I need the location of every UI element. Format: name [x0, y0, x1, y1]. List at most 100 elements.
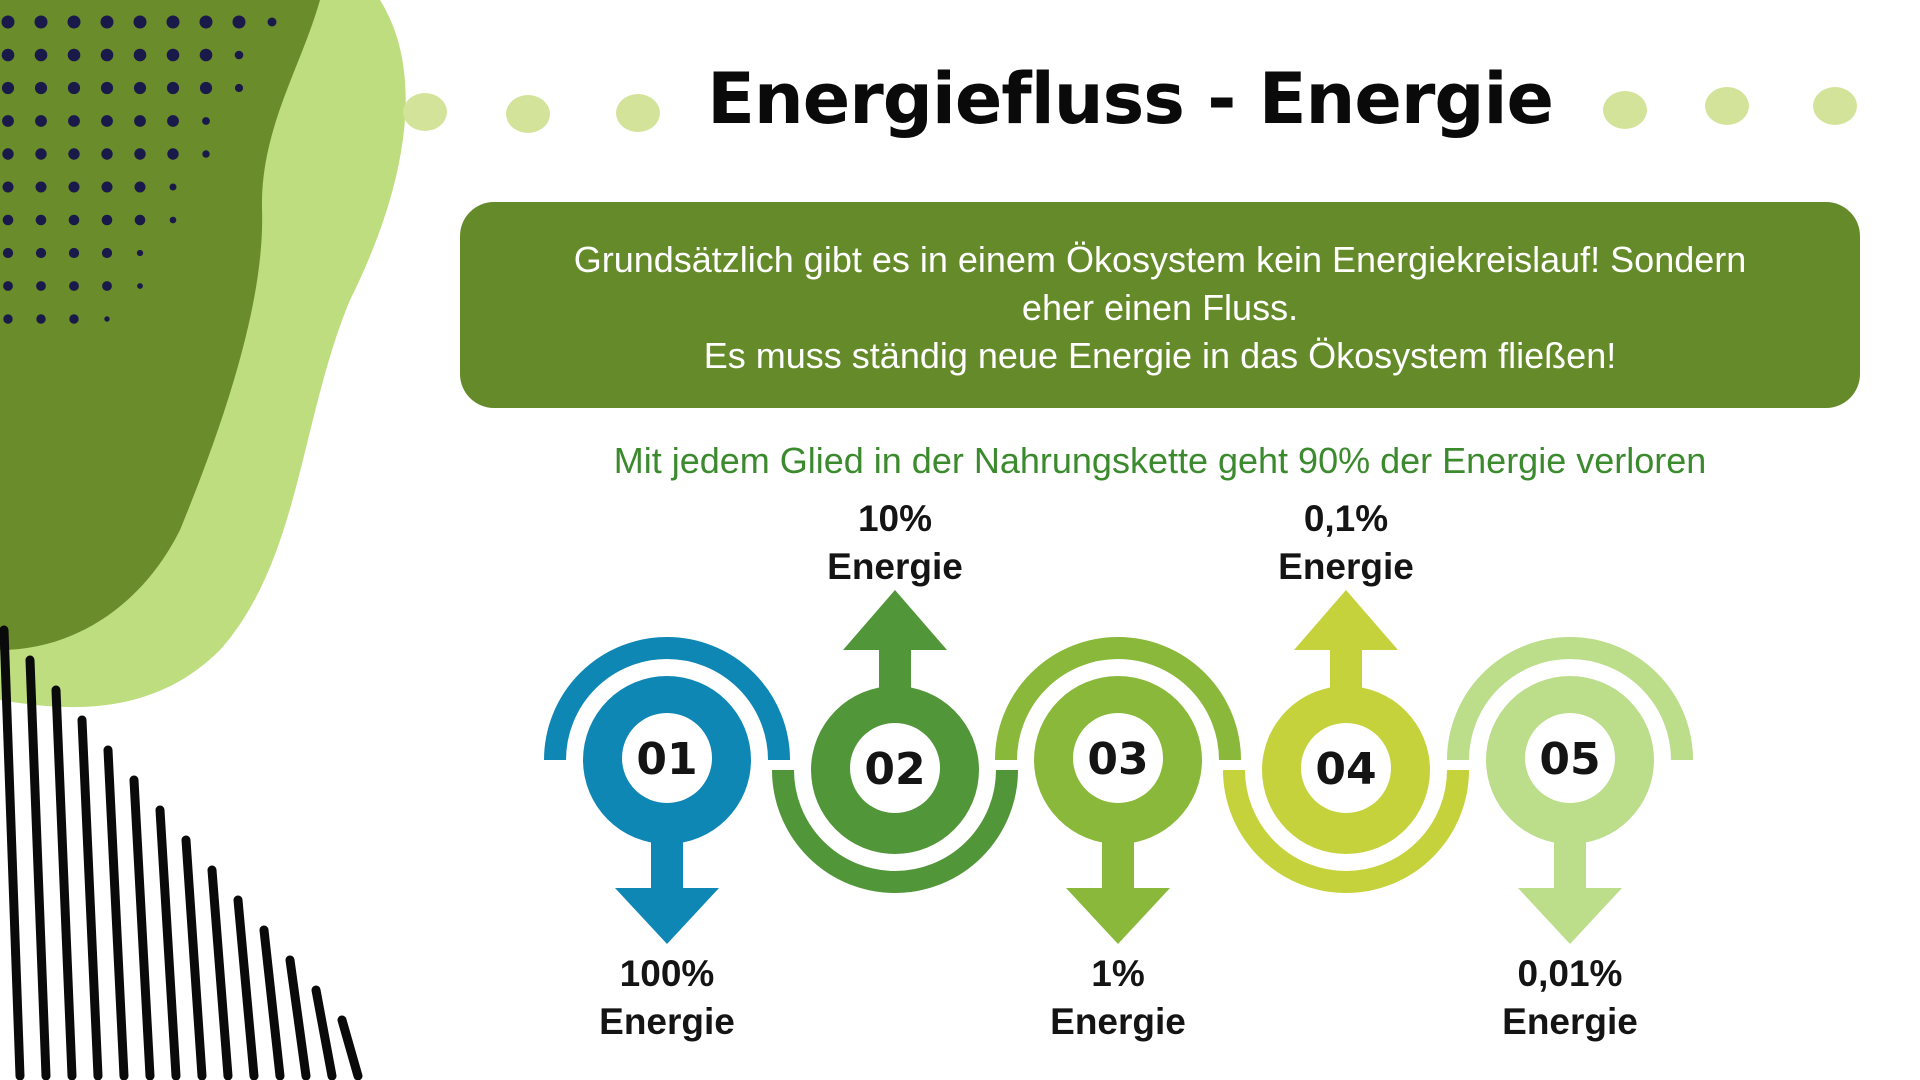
arrow-down-icon [615, 888, 719, 944]
title-dot [1603, 91, 1647, 129]
stripe [181, 835, 207, 1080]
energy-value: 0,01% [1517, 953, 1623, 994]
halftone-dot [68, 181, 80, 193]
diagonal-stripes [0, 625, 363, 1080]
info-box: Grundsätzlich gibt es in einem Ökosystem… [460, 202, 1860, 408]
halftone-dot [199, 15, 213, 29]
halftone-dot [1, 81, 15, 95]
energy-value: 0,1% [1303, 498, 1389, 539]
arrow-down-icon [1066, 888, 1170, 944]
stripe [285, 955, 311, 1080]
halftone-dot [166, 15, 180, 29]
stripe [233, 895, 259, 1080]
step-hole [1301, 723, 1391, 813]
energy-label-04: 0,1% Energie [1236, 495, 1456, 591]
step-hole [1073, 713, 1163, 803]
step-03: 03 [995, 637, 1241, 944]
halftone-dot [69, 281, 79, 291]
step-number: 02 [864, 744, 925, 795]
halftone-dot [35, 181, 47, 193]
stripe [311, 985, 337, 1080]
halftone-dot [3, 281, 13, 291]
info-line: Grundsätzlich gibt es in einem Ökosystem… [573, 239, 1747, 280]
halftone-dot [35, 115, 47, 127]
step-number: 01 [636, 734, 697, 785]
halftone-dots [1, 15, 277, 324]
halftone-dot [68, 247, 80, 259]
step-number: 05 [1539, 734, 1600, 785]
title-dot [616, 94, 660, 132]
wave-arc [1447, 637, 1693, 761]
halftone-dot [104, 316, 110, 322]
halftone-dot [133, 81, 147, 95]
halftone-dot [101, 115, 113, 127]
step-hole [850, 723, 940, 813]
step-hole [1525, 713, 1615, 803]
energy-label-03: 1% Energie [1008, 950, 1228, 1046]
stripe [25, 655, 51, 1080]
halftone-dot [167, 115, 179, 127]
wave-arc [995, 637, 1241, 761]
halftone-dot [202, 150, 210, 158]
halftone-dot [167, 148, 179, 160]
wave-arc [544, 637, 790, 761]
halftone-dot [35, 247, 47, 259]
step-hole [622, 713, 712, 803]
halftone-dot [2, 148, 14, 160]
stripe [0, 625, 25, 1080]
halftone-dot [68, 115, 80, 127]
halftone-dot [2, 214, 14, 226]
page-title: Energiefluss - Energie [707, 58, 1554, 140]
wave-arc [772, 769, 1018, 893]
energy-label-02: 10% Energie [785, 495, 1005, 591]
energy-value: 100% [619, 953, 715, 994]
title-dot [1705, 87, 1749, 125]
halftone-dot [2, 181, 14, 193]
halftone-dot [35, 214, 47, 226]
halftone-dot [137, 283, 143, 289]
info-line: eher einen Fluss. [1021, 287, 1299, 328]
halftone-dot [101, 214, 113, 226]
halftone-dot [67, 48, 81, 62]
halftone-dot [133, 48, 147, 62]
arrow-up-icon [1294, 590, 1398, 650]
energy-unit: Energie [1050, 1001, 1186, 1042]
step-01: 01 [544, 637, 790, 944]
halftone-dot [134, 214, 146, 226]
halftone-dot [1, 15, 15, 29]
dark-green-blob [0, 0, 320, 650]
halftone-dot [34, 81, 48, 95]
stripe [207, 865, 233, 1080]
energy-label-05: 0,01% Energie [1460, 950, 1680, 1046]
energy-unit: Energie [827, 546, 963, 587]
halftone-dot [35, 148, 47, 160]
step-02: 02 [772, 590, 1018, 893]
arrow-down-icon [1518, 888, 1622, 944]
title-dots [403, 87, 1857, 133]
stripe [259, 925, 285, 1080]
halftone-dot [136, 249, 144, 257]
step-number: 03 [1087, 734, 1148, 785]
halftone-dot [234, 50, 244, 60]
halftone-dot [101, 247, 113, 259]
halftone-dot [69, 314, 79, 324]
halftone-dot [36, 314, 46, 324]
halftone-dot [36, 281, 46, 291]
halftone-dot [202, 117, 210, 125]
energy-value: 10% [857, 498, 933, 539]
energy-unit: Energie [599, 1001, 735, 1042]
halftone-dot [102, 281, 112, 291]
halftone-dot [2, 115, 14, 127]
title-dot [506, 95, 550, 133]
energy-unit: Energie [1502, 1001, 1638, 1042]
halftone-dot [166, 81, 180, 95]
halftone-dot [101, 181, 113, 193]
halftone-dot [100, 15, 114, 29]
halftone-dot [267, 17, 277, 27]
halftone-dot [68, 214, 80, 226]
stripe [51, 685, 77, 1080]
energy-value: 1% [1091, 953, 1145, 994]
halftone-dot [169, 183, 177, 191]
halftone-dot [2, 247, 14, 259]
